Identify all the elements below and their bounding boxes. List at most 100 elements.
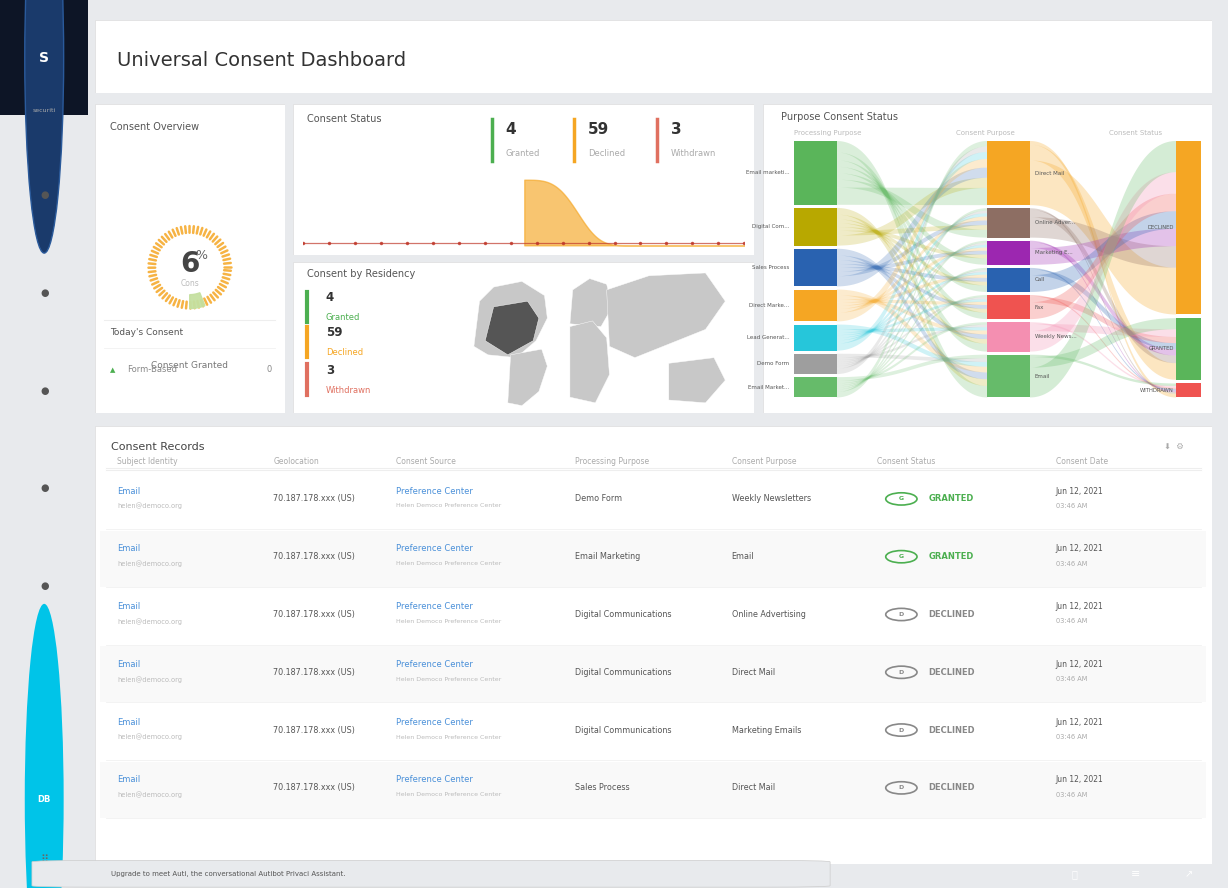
Polygon shape (485, 301, 539, 355)
FancyBboxPatch shape (1176, 384, 1201, 398)
Text: 70.187.178.xxx (US): 70.187.178.xxx (US) (274, 783, 355, 792)
Polygon shape (836, 245, 987, 340)
Polygon shape (1030, 268, 1176, 391)
FancyBboxPatch shape (101, 473, 1206, 529)
Text: D: D (899, 727, 904, 733)
Polygon shape (189, 293, 205, 308)
Text: GRANTED: GRANTED (1148, 346, 1174, 352)
FancyBboxPatch shape (95, 426, 1212, 864)
Text: Helen Democo Preference Center: Helen Democo Preference Center (397, 677, 501, 682)
Text: Granted: Granted (325, 313, 360, 322)
FancyBboxPatch shape (95, 104, 285, 413)
Text: DECLINED: DECLINED (928, 783, 975, 792)
Text: Direct Mail: Direct Mail (1034, 170, 1063, 176)
Polygon shape (836, 210, 987, 369)
Text: ▲: ▲ (109, 367, 115, 373)
Text: Digital Communications: Digital Communications (575, 668, 672, 677)
Polygon shape (607, 273, 726, 358)
Text: Sales Process: Sales Process (575, 783, 630, 792)
Polygon shape (836, 217, 987, 313)
Text: 70.187.178.xxx (US): 70.187.178.xxx (US) (274, 495, 355, 503)
FancyBboxPatch shape (795, 249, 836, 287)
Text: Consent Status: Consent Status (1109, 131, 1162, 136)
Polygon shape (836, 242, 987, 366)
Text: Digital Com...: Digital Com... (752, 225, 790, 229)
Text: Digital Communications: Digital Communications (575, 610, 672, 619)
Text: G: G (899, 496, 904, 502)
Text: Cons: Cons (181, 279, 199, 288)
Text: 4: 4 (325, 291, 334, 305)
FancyBboxPatch shape (795, 324, 836, 351)
Polygon shape (836, 327, 987, 332)
Text: Withdrawn: Withdrawn (325, 385, 371, 394)
Text: Processing Purpose: Processing Purpose (575, 456, 650, 466)
Polygon shape (836, 220, 987, 276)
Text: ●: ● (41, 581, 48, 591)
FancyBboxPatch shape (987, 268, 1030, 292)
Text: 0: 0 (266, 365, 271, 374)
Text: Today's Consent: Today's Consent (109, 328, 183, 337)
Polygon shape (836, 297, 987, 362)
Text: ⬇  ⚙: ⬇ ⚙ (1164, 441, 1184, 450)
Polygon shape (836, 250, 987, 272)
Text: Preference Center: Preference Center (397, 544, 473, 553)
FancyBboxPatch shape (763, 104, 1212, 413)
Text: 3: 3 (670, 123, 682, 137)
Text: helen@democo.org: helen@democo.org (117, 733, 182, 741)
Text: Jun 12, 2021: Jun 12, 2021 (1056, 487, 1103, 496)
FancyBboxPatch shape (795, 377, 836, 398)
Text: D: D (899, 670, 904, 675)
Text: Form-Based: Form-Based (126, 365, 177, 374)
Text: Consent Purpose: Consent Purpose (732, 456, 796, 466)
Polygon shape (1030, 211, 1176, 292)
Polygon shape (836, 215, 987, 344)
Text: Helen Democo Preference Center: Helen Democo Preference Center (397, 561, 501, 567)
Polygon shape (1030, 318, 1176, 368)
Text: Direct Marke...: Direct Marke... (749, 303, 790, 308)
Text: DECLINED: DECLINED (1147, 226, 1174, 230)
FancyBboxPatch shape (32, 860, 830, 887)
FancyBboxPatch shape (795, 208, 836, 246)
Text: Email Market...: Email Market... (748, 385, 790, 390)
Text: 03:46 AM: 03:46 AM (1056, 734, 1087, 740)
Text: Email: Email (117, 775, 140, 784)
Text: Call: Call (1034, 277, 1045, 282)
Text: Helen Democo Preference Center: Helen Democo Preference Center (397, 734, 501, 740)
FancyBboxPatch shape (101, 589, 1206, 645)
Text: 03:46 AM: 03:46 AM (1056, 560, 1087, 567)
FancyBboxPatch shape (101, 762, 1206, 818)
Text: %: % (195, 249, 208, 262)
FancyBboxPatch shape (1176, 318, 1201, 380)
Text: 59: 59 (325, 326, 343, 339)
Polygon shape (836, 168, 987, 287)
Text: Jun 12, 2021: Jun 12, 2021 (1056, 544, 1103, 553)
Polygon shape (1030, 208, 1176, 393)
Polygon shape (836, 299, 987, 335)
Text: Consent Source: Consent Source (397, 456, 456, 466)
Text: Direct Mail: Direct Mail (732, 783, 775, 792)
Polygon shape (474, 281, 548, 358)
Polygon shape (836, 167, 987, 292)
Polygon shape (570, 279, 613, 327)
Text: ●: ● (41, 190, 48, 201)
Text: Granted: Granted (506, 149, 539, 158)
Text: Upgrade to meet Auti, the conversational Autibot Privaci Assistant.: Upgrade to meet Auti, the conversational… (111, 871, 345, 876)
Text: Preference Center: Preference Center (397, 775, 473, 784)
Text: helen@democo.org: helen@democo.org (117, 618, 182, 625)
Text: 70.187.178.xxx (US): 70.187.178.xxx (US) (274, 725, 355, 734)
Text: 70.187.178.xxx (US): 70.187.178.xxx (US) (274, 610, 355, 619)
Text: Marketing Emails: Marketing Emails (732, 725, 801, 734)
Text: ●: ● (41, 288, 48, 298)
Polygon shape (1030, 354, 1176, 386)
Polygon shape (836, 241, 987, 390)
Text: Consent Date: Consent Date (1056, 456, 1108, 466)
FancyBboxPatch shape (101, 646, 1206, 702)
Text: Universal Consent Dashboard: Universal Consent Dashboard (117, 51, 406, 70)
Text: ●: ● (41, 385, 48, 396)
FancyBboxPatch shape (987, 322, 1030, 352)
Polygon shape (1030, 145, 1176, 380)
Polygon shape (836, 289, 987, 372)
Polygon shape (836, 260, 987, 309)
Text: Declined: Declined (325, 348, 362, 357)
Text: D: D (899, 612, 904, 617)
